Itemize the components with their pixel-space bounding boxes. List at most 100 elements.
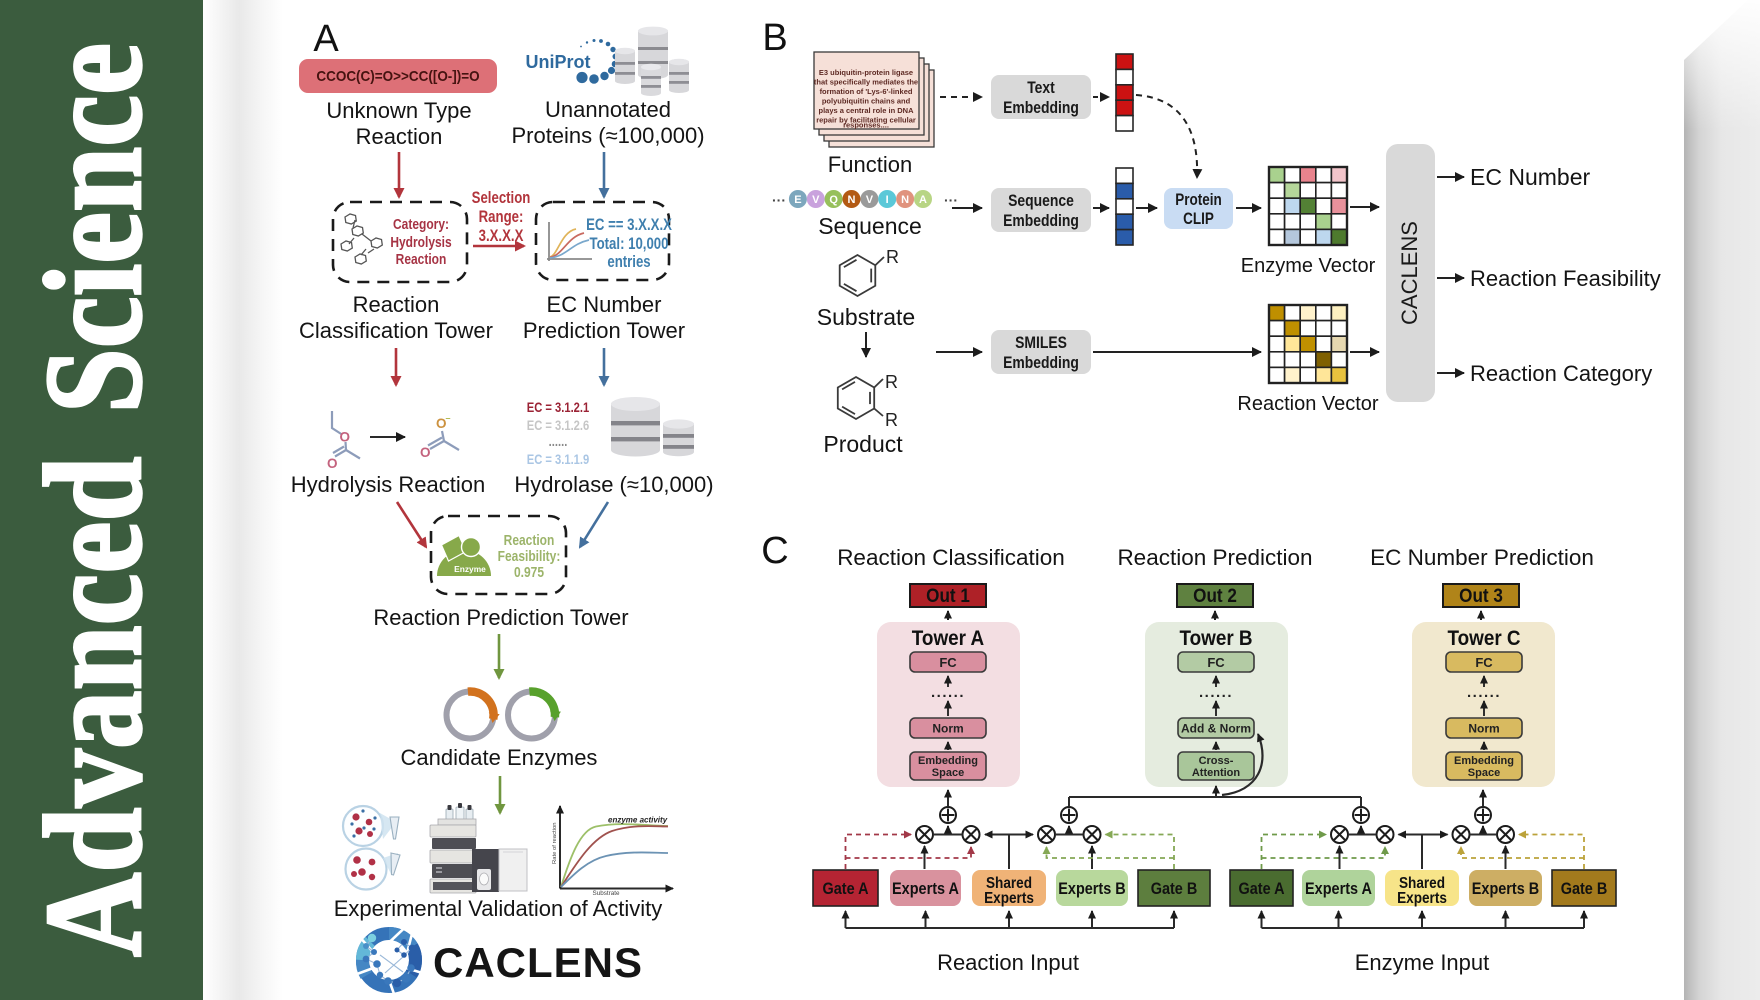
svg-text:Enzyme Input: Enzyme Input: [1355, 950, 1490, 975]
svg-text:I: I: [886, 194, 889, 206]
svg-text:Protein: Protein: [1175, 191, 1222, 210]
svg-text:Experts B: Experts B: [1058, 880, 1125, 898]
svg-text:Reaction Input: Reaction Input: [937, 950, 1079, 975]
svg-text:Reaction Vector: Reaction Vector: [1237, 393, 1379, 415]
svg-text:Text: Text: [1027, 79, 1055, 98]
svg-text:polyubiquitin chains and: polyubiquitin chains and: [822, 97, 911, 106]
svg-text:C: C: [761, 530, 788, 572]
svg-text:FC: FC: [1475, 655, 1493, 670]
svg-text:Reaction: Reaction: [356, 124, 443, 149]
svg-text:Enzyme: Enzyme: [454, 564, 486, 574]
svg-text:Gate A: Gate A: [822, 880, 868, 898]
svg-text:Q: Q: [829, 194, 838, 206]
svg-text:Experts A: Experts A: [892, 880, 959, 898]
svg-text:···: ···: [772, 192, 786, 208]
svg-text:R: R: [886, 247, 899, 267]
svg-text:Sequence: Sequence: [1008, 192, 1074, 211]
svg-text:Unknown Type: Unknown Type: [326, 98, 471, 123]
svg-text:V: V: [812, 194, 820, 206]
svg-text:R: R: [885, 372, 898, 392]
svg-text:Hydrolysis Reaction: Hydrolysis Reaction: [291, 472, 485, 497]
svg-text:enzyme activity: enzyme activity: [608, 816, 668, 825]
svg-text:Classification Tower: Classification Tower: [299, 318, 493, 343]
svg-text:O: O: [327, 456, 338, 471]
svg-text:R: R: [885, 410, 898, 430]
svg-text:Embedding: Embedding: [1454, 755, 1514, 767]
svg-text:Attention: Attention: [1192, 767, 1241, 779]
svg-text:Embedding: Embedding: [1003, 99, 1079, 118]
svg-text:entries: entries: [607, 253, 650, 272]
svg-text:E3 ubiquitin-protein ligase: E3 ubiquitin-protein ligase: [819, 68, 913, 77]
svg-text:Unannotated: Unannotated: [545, 97, 671, 122]
svg-text:Add & Norm: Add & Norm: [1181, 722, 1251, 736]
svg-text:V: V: [866, 194, 874, 206]
svg-text:CACLENS: CACLENS: [433, 939, 643, 986]
svg-text:Shared: Shared: [1399, 875, 1445, 892]
svg-text:Prediction Tower: Prediction Tower: [523, 318, 685, 343]
svg-text:Tower A: Tower A: [912, 627, 984, 650]
svg-text:Out 2: Out 2: [1193, 585, 1237, 606]
svg-text:......: ......: [931, 684, 965, 701]
svg-text:EC = 3.1.2.1: EC = 3.1.2.1: [527, 400, 589, 415]
svg-text:EC == 3.X.X.X: EC == 3.X.X.X: [586, 216, 672, 235]
svg-text:Tower B: Tower B: [1179, 627, 1252, 650]
svg-text:Feasibility:: Feasibility:: [498, 548, 561, 565]
svg-text:Proteins (≈100,000): Proteins (≈100,000): [511, 123, 704, 148]
svg-text:Reaction: Reaction: [396, 251, 447, 268]
svg-text:Range:: Range:: [479, 208, 524, 227]
svg-text:···: ···: [944, 192, 958, 208]
svg-text:that specifically mediates the: that specifically mediates the: [814, 78, 918, 87]
svg-text:Norm: Norm: [932, 722, 963, 736]
svg-text:Experts: Experts: [984, 890, 1034, 907]
svg-text:Experimental Validation of Act: Experimental Validation of Activity: [334, 896, 663, 921]
svg-text:A: A: [919, 194, 927, 206]
svg-text:O: O: [420, 445, 431, 460]
svg-text:B: B: [762, 17, 787, 59]
svg-text:EC = 3.1.1.9: EC = 3.1.1.9: [527, 452, 589, 467]
svg-text:Experts: Experts: [1397, 890, 1447, 907]
svg-text:N: N: [848, 194, 856, 206]
svg-text:......: ......: [549, 434, 568, 449]
svg-text:responses....: responses....: [843, 121, 889, 130]
svg-text:Out 1: Out 1: [926, 585, 970, 606]
svg-text:Hydrolase (≈10,000): Hydrolase (≈10,000): [514, 472, 713, 497]
svg-text:Cross-: Cross-: [1199, 755, 1234, 767]
svg-text:3.X.X.X: 3.X.X.X: [479, 227, 524, 246]
svg-text:formation of 'Lys-6'-linked: formation of 'Lys-6'-linked: [820, 87, 913, 96]
svg-text:Product: Product: [823, 431, 903, 457]
svg-text:FC: FC: [1207, 655, 1225, 670]
svg-text:Advanced Science: Advanced Science: [15, 43, 170, 957]
svg-text:EC Number: EC Number: [547, 292, 662, 317]
svg-text:CLIP: CLIP: [1183, 210, 1214, 229]
svg-text:O: O: [340, 430, 351, 445]
svg-text:Shared: Shared: [986, 875, 1032, 892]
svg-text:EC Number Prediction: EC Number Prediction: [1370, 545, 1594, 570]
svg-text:Space: Space: [932, 767, 964, 779]
svg-text:Substrate: Substrate: [593, 890, 620, 897]
svg-text:plays a central role in DNA: plays a central role in DNA: [818, 106, 914, 115]
svg-text:–: –: [446, 413, 451, 423]
svg-text:......: ......: [1467, 684, 1501, 701]
svg-text:Gate A: Gate A: [1238, 880, 1284, 898]
svg-text:Embedding: Embedding: [1003, 212, 1079, 231]
svg-text:Selection: Selection: [472, 189, 531, 208]
svg-text:Reaction: Reaction: [353, 292, 440, 317]
svg-text:Total: 10,000: Total: 10,000: [590, 235, 669, 254]
svg-text:Norm: Norm: [1468, 722, 1499, 736]
svg-text:Reaction Category: Reaction Category: [1470, 361, 1652, 386]
svg-text:Out 3: Out 3: [1459, 585, 1503, 606]
svg-text:Sequence: Sequence: [818, 213, 922, 239]
svg-text:FC: FC: [939, 655, 957, 670]
svg-text:O: O: [436, 416, 447, 431]
svg-text:Reaction Prediction Tower: Reaction Prediction Tower: [373, 605, 628, 630]
svg-text:SMILES: SMILES: [1015, 334, 1067, 353]
svg-text:Experts A: Experts A: [1305, 880, 1372, 898]
svg-text:Function: Function: [828, 152, 912, 177]
svg-text:Substrate: Substrate: [817, 304, 915, 330]
svg-text:Gate B: Gate B: [1151, 880, 1198, 898]
svg-text:Candidate Enzymes: Candidate Enzymes: [401, 745, 598, 770]
svg-text:Enzyme Vector: Enzyme Vector: [1241, 255, 1376, 277]
svg-text:Embedding: Embedding: [1003, 354, 1079, 373]
svg-text:Embedding: Embedding: [918, 755, 978, 767]
svg-text:repair by facilitating cellula: repair by facilitating cellular: [816, 116, 916, 125]
